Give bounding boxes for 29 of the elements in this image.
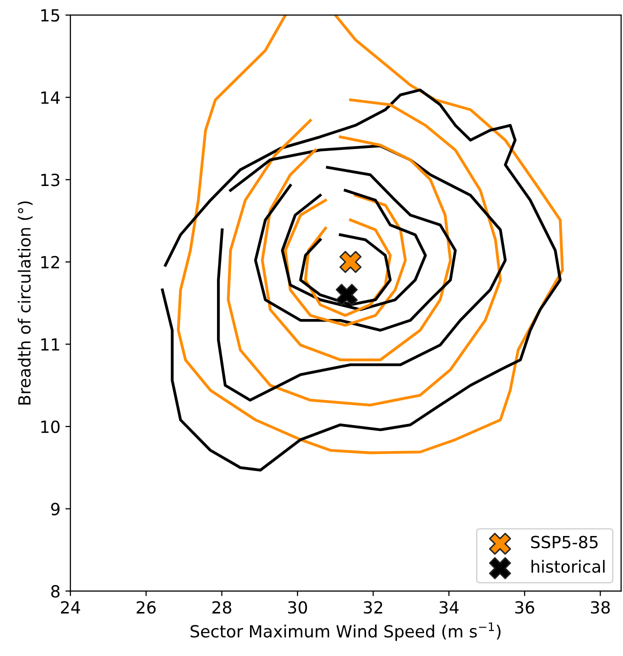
x-tick-label: 28 (212, 601, 232, 614)
line-series (254, 166, 457, 332)
line-series (260, 135, 452, 362)
x-tick-label: 32 (364, 601, 382, 614)
x-tick-label: 24 (61, 601, 80, 614)
line-series (160, 88, 562, 472)
y-axis-title: Breadth of circulation (°) (18, 201, 33, 404)
x-tick-label: 26 (136, 601, 156, 614)
x-tick-label: 34 (440, 601, 459, 614)
legend-label: historical (532, 560, 605, 573)
line-series (284, 194, 407, 327)
y-tick-label: 9 (51, 502, 60, 516)
y-tick-label: 14 (41, 92, 60, 104)
line-series (226, 98, 502, 406)
y-tick-label: 10 (41, 420, 60, 434)
y-tick-label: 13 (41, 174, 60, 186)
x-axis-title: Sector Maximum Wind Speed (m s$^{−1}$) (190, 622, 501, 641)
x-tick-label: 36 (515, 601, 534, 614)
x-tick-label: 30 (288, 601, 307, 614)
y-tick-label: 11 (41, 338, 60, 351)
line-series (299, 233, 392, 306)
line-series (217, 144, 507, 402)
legend-label: SSP5-85 (531, 536, 598, 548)
y-tick-label: 8 (51, 585, 60, 598)
y-tick-label: 12 (41, 256, 60, 268)
x-tick-label: 38 (590, 601, 610, 614)
line-series (176, 15, 564, 454)
line-series (280, 188, 427, 312)
y-tick-label: 15 (41, 9, 60, 22)
